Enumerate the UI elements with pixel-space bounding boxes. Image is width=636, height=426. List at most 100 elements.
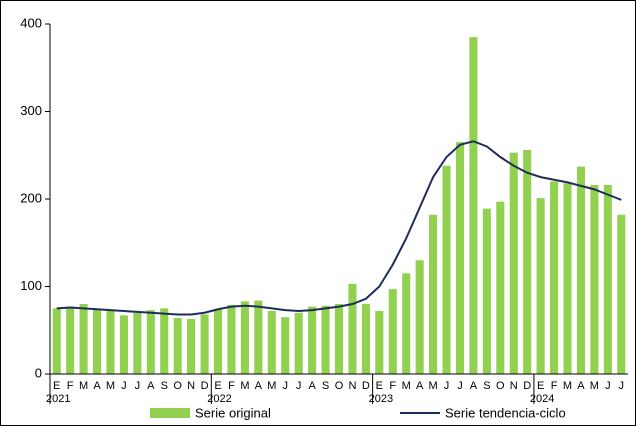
- bar: [496, 201, 505, 374]
- x-tick-label: J: [282, 380, 288, 392]
- bar: [133, 312, 142, 374]
- x-tick-label: E: [376, 380, 383, 392]
- x-tick-label: A: [147, 380, 155, 392]
- x-tick-label: A: [416, 380, 424, 392]
- x-tick-label: F: [67, 380, 74, 392]
- x-tick-label: M: [429, 380, 438, 392]
- x-tick-label: J: [121, 380, 127, 392]
- x-tick-label: J: [457, 380, 463, 392]
- bar: [348, 283, 357, 374]
- bar: [267, 311, 276, 374]
- x-tick-label: J: [135, 380, 141, 392]
- x-tick-label: F: [551, 380, 558, 392]
- bar: [146, 310, 155, 374]
- x-tick-label: E: [537, 380, 544, 392]
- x-tick-label: O: [496, 380, 505, 392]
- x-tick-label: M: [590, 380, 599, 392]
- x-tick-label: S: [161, 380, 168, 392]
- bar: [375, 311, 384, 374]
- bar: [160, 308, 169, 374]
- bar: [482, 208, 491, 374]
- x-tick-label: M: [267, 380, 276, 392]
- year-label: 2022: [207, 393, 231, 405]
- bar: [429, 214, 438, 374]
- x-tick-label: N: [187, 380, 195, 392]
- bar: [455, 142, 465, 374]
- bar: [523, 150, 532, 374]
- x-tick-label: A: [577, 380, 585, 392]
- bar: [227, 304, 236, 374]
- x-tick-label: J: [296, 380, 302, 392]
- bar: [563, 183, 572, 374]
- x-tick-label: O: [335, 380, 344, 392]
- y-tick-label: 100: [20, 278, 42, 293]
- x-tick-label: M: [79, 380, 88, 392]
- bar: [93, 309, 102, 374]
- bar: [52, 308, 61, 374]
- x-tick-label: S: [322, 380, 329, 392]
- x-tick-label: N: [348, 380, 356, 392]
- y-tick-label: 400: [20, 15, 42, 30]
- bar: [590, 185, 599, 374]
- bar: [402, 273, 411, 374]
- bar: [469, 37, 478, 374]
- legend-label: Serie original: [195, 405, 271, 420]
- bar: [173, 318, 182, 374]
- year-label: 2024: [530, 393, 554, 405]
- bar: [213, 309, 223, 374]
- x-tick-label: D: [523, 380, 531, 392]
- bar: [119, 315, 128, 374]
- bar: [603, 185, 612, 374]
- bar: [187, 318, 196, 374]
- bar: [106, 311, 115, 374]
- y-tick-label: 300: [20, 103, 42, 118]
- bar: [240, 301, 249, 374]
- bar: [66, 308, 75, 374]
- x-tick-label: E: [53, 380, 60, 392]
- x-tick-label: F: [389, 380, 396, 392]
- bar: [308, 306, 317, 374]
- bar: [576, 166, 585, 374]
- bar: [281, 317, 290, 374]
- x-tick-label: E: [214, 380, 221, 392]
- x-tick-label: J: [444, 380, 450, 392]
- y-tick-label: 0: [35, 365, 42, 380]
- x-tick-label: M: [106, 380, 115, 392]
- year-label: 2021: [46, 393, 70, 405]
- bar: [294, 312, 303, 374]
- legend-label: Serie tendencia-ciclo: [445, 405, 566, 420]
- bar: [442, 165, 451, 374]
- x-tick-label: A: [470, 380, 478, 392]
- x-tick-label: A: [255, 380, 263, 392]
- x-tick-label: N: [510, 380, 518, 392]
- year-label: 2023: [369, 393, 393, 405]
- x-tick-label: S: [483, 380, 490, 392]
- x-tick-label: D: [362, 380, 370, 392]
- x-tick-label: A: [308, 380, 316, 392]
- y-tick-label: 200: [20, 190, 42, 205]
- bar: [254, 300, 263, 374]
- bar: [334, 304, 344, 374]
- legend-swatch: [150, 408, 190, 418]
- x-tick-label: J: [605, 380, 611, 392]
- bar: [388, 289, 397, 374]
- bar: [617, 214, 626, 374]
- bar: [536, 198, 545, 374]
- trend-line: [56, 140, 622, 316]
- x-tick-label: O: [173, 380, 182, 392]
- x-tick-label: M: [240, 380, 249, 392]
- bar: [79, 304, 88, 374]
- bar: [200, 314, 209, 374]
- bar: [361, 304, 370, 374]
- bar: [321, 305, 330, 374]
- bar: [509, 152, 518, 374]
- x-tick-label: F: [228, 380, 235, 392]
- x-tick-label: D: [201, 380, 209, 392]
- bar: [550, 181, 559, 374]
- x-tick-label: M: [402, 380, 411, 392]
- bar: [415, 260, 424, 374]
- x-tick-label: A: [93, 380, 101, 392]
- x-tick-label: J: [619, 380, 625, 392]
- x-tick-label: M: [563, 380, 572, 392]
